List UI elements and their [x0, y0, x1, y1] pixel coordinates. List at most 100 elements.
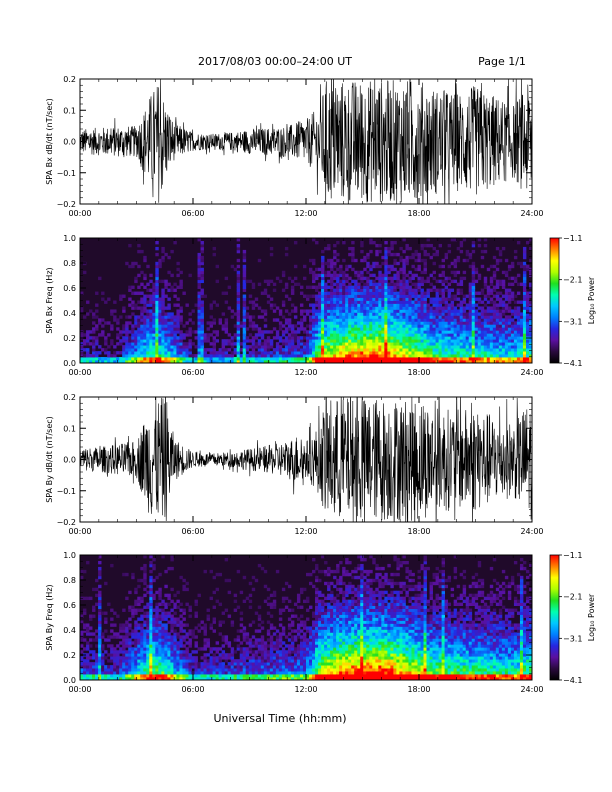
spectrogram-cell [510, 336, 515, 340]
spectrogram-cell [525, 360, 530, 364]
spectrogram-cell [293, 357, 298, 361]
spectrogram-cell [107, 638, 111, 642]
spectrogram-cell [134, 602, 138, 606]
spectrogram-cell [239, 348, 244, 352]
spectrogram-cell [143, 635, 147, 639]
spectrogram-cell [528, 309, 533, 313]
spectrogram-cell [372, 291, 376, 295]
spectrogram-cell [327, 360, 331, 364]
spectrogram-cell [414, 315, 418, 319]
spectrogram-cell [146, 354, 150, 358]
spectrogram-cell [173, 641, 177, 645]
spectrogram-cell [318, 330, 322, 334]
spectrogram-cell [233, 659, 238, 663]
spectrogram-cell [173, 345, 177, 349]
spectrogram-cell [426, 330, 430, 334]
spectrogram-cell [158, 300, 162, 304]
spectrogram-cell [513, 306, 518, 310]
spectrogram-cell [155, 276, 159, 281]
spectrogram-cell [236, 243, 241, 248]
spectrogram-cell [390, 360, 394, 364]
spectrogram-cell [492, 270, 497, 275]
spectrogram-cell [218, 348, 223, 352]
spectrogram-cell [164, 677, 168, 681]
spectrogram-cell [140, 291, 144, 295]
spectrogram-cell [119, 330, 123, 334]
spectrogram-cell [393, 321, 397, 325]
spectrogram-cell [417, 333, 421, 337]
spectrogram-cell [140, 351, 144, 355]
spectrogram-cell [462, 318, 467, 322]
spectrogram-cell [302, 342, 307, 346]
spectrogram-cell [131, 264, 135, 269]
spectrogram-cell [248, 357, 253, 361]
spectrogram-cell [287, 360, 292, 364]
spectrogram-cell [309, 354, 313, 358]
spectrogram-cell [128, 285, 132, 289]
spectrogram-cell [318, 348, 322, 352]
spectrogram-cell [161, 650, 165, 654]
spectrogram-cell [309, 336, 313, 340]
spectrogram-cell [360, 342, 364, 346]
spectrogram-cell [348, 252, 352, 257]
spectrogram-cell [384, 345, 388, 349]
spectrogram-cell [173, 593, 177, 598]
spectrogram-cell [149, 677, 153, 681]
spectrogram-cell [441, 339, 446, 343]
spectrogram-cell [507, 345, 512, 349]
spectrogram-cell [363, 300, 367, 304]
spectrogram-cell [230, 674, 235, 678]
spectrogram-cell [242, 665, 247, 669]
spectrogram-cell [318, 318, 322, 322]
spectrogram-cell [149, 638, 153, 642]
spectrogram-cell [113, 635, 117, 639]
spectrogram-cell [342, 321, 346, 325]
spectrogram-cell [429, 309, 433, 313]
spectrogram-cell [339, 321, 343, 325]
spectrogram-cell [351, 306, 355, 310]
spectrogram-cell [179, 282, 183, 287]
spectrogram-cell [92, 653, 96, 657]
spectrogram-cell [134, 303, 138, 307]
spectrogram-cell [522, 306, 527, 310]
spectrogram-cell [363, 333, 367, 337]
spectrogram-cell [242, 647, 247, 651]
spectrogram-cell [95, 324, 99, 328]
spectrogram-cell [516, 333, 521, 337]
spectrogram-cell [302, 336, 307, 340]
spectrogram-cell [381, 297, 385, 301]
spectrogram-cell [357, 342, 361, 346]
spectrogram-cell [80, 629, 84, 633]
spectrogram-cell [375, 243, 379, 248]
spectrogram-cell [185, 348, 189, 352]
spectrogram-cell [315, 273, 319, 278]
spectrogram-cell [284, 282, 289, 287]
spectrogram-cell [387, 333, 391, 337]
spectrogram-cell [113, 300, 117, 304]
spectrogram-cell [209, 351, 213, 355]
spectrogram-cell [257, 315, 262, 319]
spectrogram-cell [372, 285, 376, 289]
spectrogram-cell [384, 315, 388, 319]
spectrogram-cell [402, 267, 406, 272]
spectrogram-cell [327, 327, 331, 331]
spectrogram-cell [489, 336, 494, 340]
spectrogram-cell [378, 243, 382, 248]
spectrogram-cell [83, 348, 87, 352]
spectrogram-cell [92, 587, 96, 592]
spectrogram-cell [242, 333, 247, 337]
spectrogram-cell [444, 360, 449, 364]
spectrogram-cell [254, 351, 259, 355]
spectrogram-cell [167, 324, 171, 328]
spectrogram-cell [164, 306, 168, 310]
spectrogram-cell [378, 294, 382, 298]
spectrogram-cell [296, 339, 301, 343]
spectrogram-cell [348, 354, 352, 358]
spectrogram-cell [275, 354, 280, 358]
spectrogram-cell [173, 240, 177, 245]
spectrogram-cell [342, 273, 346, 278]
spectrogram-cell [405, 324, 409, 328]
spectrogram-cell [333, 354, 337, 358]
spectrogram-cell [372, 360, 376, 364]
spectrogram-cell [197, 336, 201, 340]
